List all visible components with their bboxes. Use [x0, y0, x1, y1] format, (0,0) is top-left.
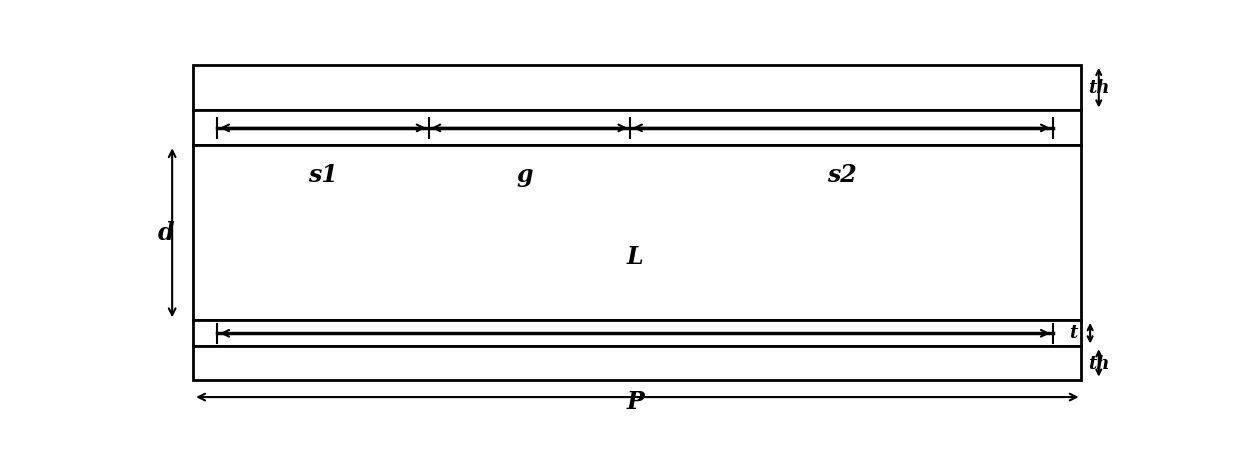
- Text: th: th: [1088, 79, 1110, 97]
- Text: d: d: [159, 221, 175, 245]
- Bar: [193, 65, 1082, 110]
- Text: s2: s2: [826, 163, 856, 187]
- Bar: [193, 110, 1082, 145]
- Text: L: L: [627, 245, 643, 269]
- Text: P: P: [626, 390, 644, 415]
- Text: g: g: [517, 163, 533, 187]
- Bar: [193, 346, 1082, 380]
- Bar: [193, 145, 1082, 320]
- Bar: [193, 320, 1082, 346]
- Text: th: th: [1088, 355, 1110, 373]
- Text: s1: s1: [309, 163, 338, 187]
- Text: t: t: [1069, 325, 1078, 342]
